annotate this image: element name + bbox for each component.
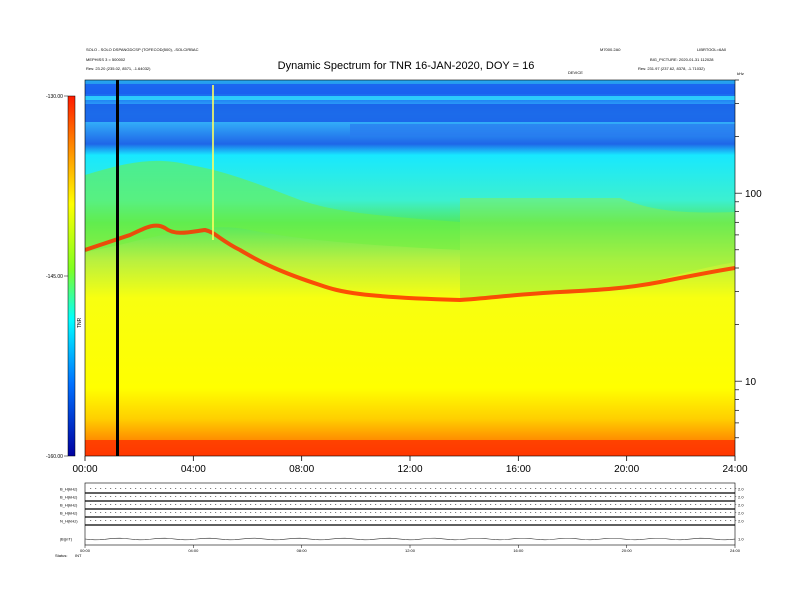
- panel-right-tick: 2.0: [738, 495, 744, 500]
- spectrum-band-blue-2: [85, 104, 735, 122]
- lower-panels: B_H(kHz) 2.0 B_H(kHz) 2.0 B_H(kHz) 2.0 B_H(kHz…: [60, 482, 744, 553]
- spectrogram-background: [85, 80, 735, 456]
- header-top-right-2: LIBRTOOL=6A0: [697, 47, 727, 52]
- header-corner-small: kHz: [737, 71, 744, 76]
- header-top-right-3: BIG_PICTURE: 2020-01-31 112028: [650, 57, 714, 62]
- panel-label: |B|(nT): [60, 537, 73, 542]
- header-top-left-1: SOLO - SOLO DSPANGDCSP (TOFECOD(500), -S…: [86, 47, 199, 52]
- y-tick-label: 100: [745, 189, 762, 200]
- panel-trace-magnitude: [84, 537, 736, 541]
- header-top-right-1: M7000.2A0: [600, 47, 621, 52]
- x-tick-label: 20:00: [614, 464, 639, 475]
- panel-x-tick-label: 24:00: [730, 548, 741, 553]
- panel-right-tick: 2.0: [738, 487, 744, 492]
- panel-label: N_H(kHz): [60, 519, 78, 524]
- panel-x-tick-label: 08:00: [297, 548, 308, 553]
- spectrum-band-red: [85, 440, 735, 456]
- spectrum-band-blue: [85, 84, 735, 94]
- colorbar-ticks: -130.00 -145.00 -160.00: [46, 94, 68, 460]
- header-top-right-4: Res: 231.97 (237.62, 8378, -1.71032): [638, 66, 705, 71]
- colorbar-tick-label: -130.00: [46, 94, 63, 100]
- x-tick-label: 00:00: [72, 464, 97, 475]
- footer-status-value: INT: [75, 553, 82, 558]
- footer-status-label: Status:: [55, 553, 67, 558]
- colorbar: [67, 95, 76, 457]
- x-tick-label: 04:00: [181, 464, 206, 475]
- x-tick-label: 08:00: [289, 464, 314, 475]
- colorbar-tick-label: -145.00: [46, 274, 63, 280]
- colorbar-tick-label: -160.00: [46, 454, 63, 460]
- panel-right-tick: 1.0: [738, 537, 744, 542]
- panel-right-tick: 2.0: [738, 519, 744, 524]
- panel-label: B_H(kHz): [60, 487, 78, 492]
- panel-label: B_H(kHz): [60, 511, 78, 516]
- x-tick-label: 24:00: [722, 464, 747, 475]
- panel-frame: [84, 482, 736, 546]
- spectrogram: [85, 80, 735, 456]
- panel-x-tick-label: 00:00: [80, 548, 91, 553]
- y-tick-label: 10: [745, 377, 757, 388]
- header-center-small: DEVICE: [568, 70, 583, 75]
- panel-label: B_H(kHz): [60, 503, 78, 508]
- header-top-left-3: Res: 23.20 (235.02, 8571, -1.64032): [86, 66, 151, 71]
- panel-x-tick-label: 16:00: [513, 548, 524, 553]
- panel-x-tick-label: 12:00: [405, 548, 416, 553]
- x-tick-label: 12:00: [397, 464, 422, 475]
- emission-region-green-2: [460, 198, 735, 300]
- emission-region-green: [85, 160, 460, 252]
- panel-right-tick: 2.0: [738, 511, 744, 516]
- panel-label: B_H(kHz): [60, 495, 78, 500]
- x-tick-label: 16:00: [506, 464, 531, 475]
- plasma-line: [85, 223, 735, 303]
- panel-right-tick: 2.0: [738, 503, 744, 508]
- y-axis-right-ticks: 100 10: [735, 79, 762, 439]
- x-axis-ticks: 00:00 04:00 08:00 12:00 16:00 20:00 24:00: [72, 456, 748, 475]
- colorbar-label: TNR: [77, 317, 83, 328]
- header-top-left-2: MEPHISS 3 = 500002: [86, 57, 126, 62]
- spectrum-band-blue-3: [350, 124, 735, 136]
- panel-x-tick-label: 20:00: [622, 548, 633, 553]
- panel-x-tick-label: 04:00: [188, 548, 199, 553]
- chart-title: Dynamic Spectrum for TNR 16-JAN-2020, DO…: [278, 60, 535, 72]
- spectrum-band-cyan: [85, 96, 735, 100]
